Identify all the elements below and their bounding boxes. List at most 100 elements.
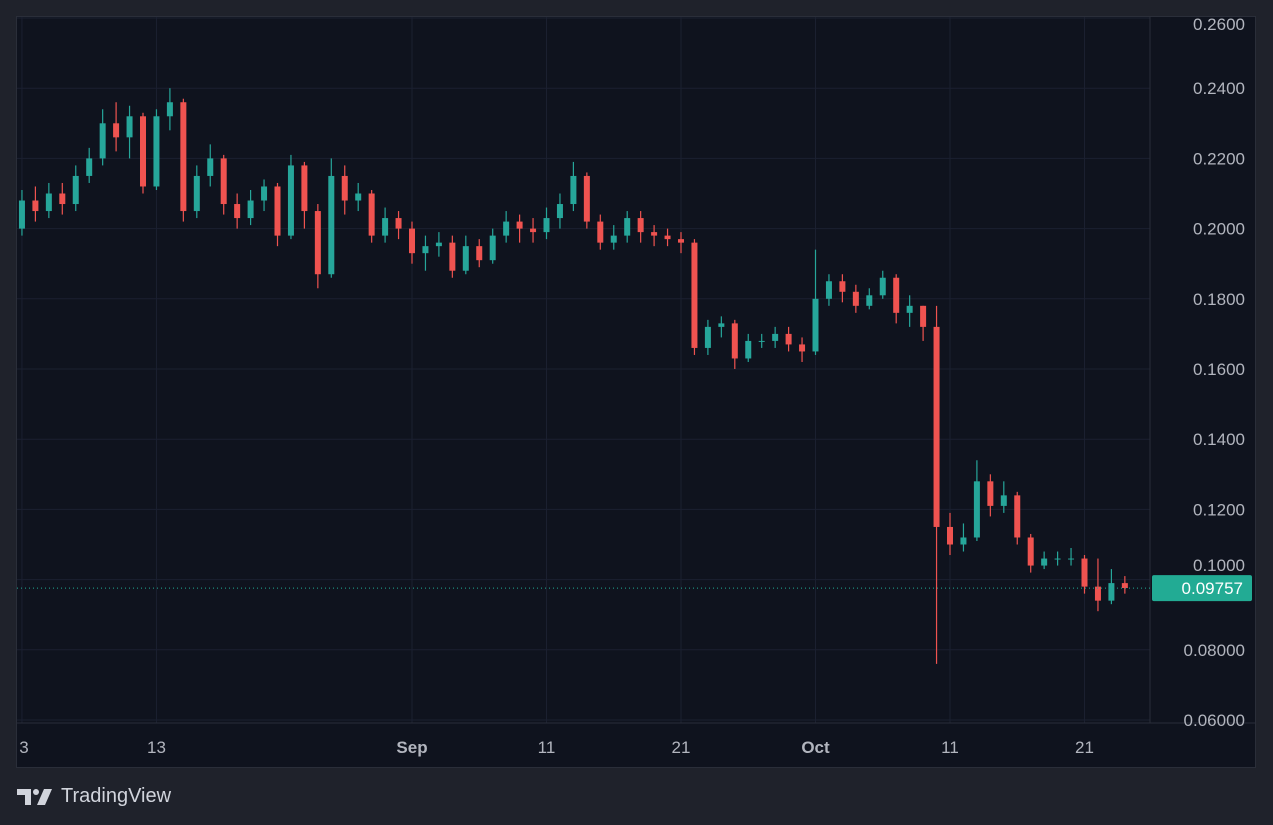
- price-tick-label: 0.2600: [1193, 15, 1245, 34]
- time-tick-label: 3: [19, 738, 28, 757]
- candle-body: [825, 281, 832, 299]
- candle-body: [624, 218, 631, 236]
- candle-body: [758, 340, 765, 342]
- candle-body: [32, 200, 39, 212]
- candle-body: [785, 333, 792, 345]
- candle-body: [462, 246, 469, 271]
- candle-body: [570, 175, 577, 205]
- candle-body: [530, 228, 537, 233]
- candle-body: [449, 242, 456, 271]
- candle-body: [409, 228, 415, 254]
- price-tick-label: 0.2000: [1193, 220, 1245, 239]
- candle-body: [113, 123, 120, 138]
- candle-body: [556, 204, 563, 219]
- time-tick-label: Sep: [396, 738, 427, 757]
- candle-body: [852, 291, 859, 306]
- candle-body: [422, 246, 429, 254]
- price-tick-label: 0.1400: [1193, 430, 1245, 449]
- candle-body: [395, 218, 402, 229]
- candle-body: [368, 193, 375, 236]
- last-price-badge: [1152, 575, 1252, 602]
- candle-body: [1027, 537, 1034, 566]
- candle-body: [906, 305, 913, 313]
- candle-body: [503, 221, 510, 236]
- candle-body: [718, 323, 725, 327]
- candle-body: [59, 193, 66, 205]
- time-axis[interactable]: 3 13 Sep 11 21 Oct 11 21: [19, 738, 1094, 757]
- candle-body: [1094, 586, 1101, 601]
- candle-body: [153, 116, 160, 187]
- candle-body: [193, 175, 200, 212]
- candle-body: [301, 165, 308, 212]
- candle-body: [893, 277, 900, 313]
- candle-body: [691, 242, 698, 348]
- time-tick-label: 11: [538, 738, 556, 757]
- candle-body: [637, 218, 644, 233]
- price-tick-label: 0.2400: [1193, 79, 1245, 98]
- candle-body: [45, 193, 52, 212]
- candle-body: [287, 165, 294, 236]
- candle-body: [1014, 495, 1021, 538]
- price-tick-label: 0.1800: [1193, 290, 1245, 309]
- candle-body: [1054, 558, 1061, 560]
- candle-body: [1068, 558, 1075, 560]
- time-tick-label: 21: [1075, 738, 1094, 757]
- candle-body: [328, 175, 335, 275]
- candle-body: [220, 158, 227, 205]
- candle-body: [987, 481, 994, 506]
- candle-body: [382, 218, 389, 236]
- candle-body: [180, 102, 187, 212]
- candle-body: [341, 175, 348, 201]
- candle-body: [435, 242, 442, 247]
- candle-body: [920, 305, 927, 327]
- price-tick-label: 0.1600: [1193, 360, 1245, 379]
- time-tick-label: Oct: [801, 738, 830, 757]
- candle-body: [234, 204, 241, 219]
- grid: [17, 17, 1150, 723]
- candle-body: [839, 281, 846, 292]
- price-tick-label: 0.2200: [1193, 149, 1245, 168]
- candle-body: [799, 344, 806, 352]
- candle-body: [1000, 495, 1007, 506]
- candle-body: [1081, 558, 1088, 587]
- candle-body: [140, 116, 146, 187]
- candle-body: [879, 277, 886, 296]
- candle-body: [476, 246, 483, 261]
- candle-body: [678, 239, 684, 243]
- candle-body: [772, 333, 779, 341]
- candle-body: [247, 200, 254, 219]
- candle-body: [72, 175, 79, 205]
- last-price-label: 0.09757: [1182, 579, 1243, 598]
- candle-body: [314, 211, 321, 275]
- candle-body: [261, 186, 268, 201]
- candle-body: [18, 200, 25, 229]
- candle-body: [933, 326, 940, 527]
- price-axis[interactable]: 0.06000 0.08000 0.1000 0.1200 0.1400 0.1600 0.…: [1184, 15, 1245, 730]
- candle-body: [960, 537, 967, 545]
- candle-body: [1108, 583, 1115, 601]
- price-tick-label: 0.06000: [1184, 711, 1245, 730]
- candle-body: [543, 218, 550, 233]
- price-tick-label: 0.1200: [1193, 500, 1245, 519]
- candle-body: [1041, 558, 1048, 566]
- price-tick-label: 0.08000: [1184, 641, 1245, 660]
- chart-panel[interactable]: [16, 16, 1256, 768]
- candles: [18, 88, 1128, 664]
- candle-body: [664, 235, 671, 240]
- candle-body: [583, 175, 590, 222]
- tradingview-logo[interactable]: TradingView: [17, 785, 171, 808]
- candle-body: [597, 221, 604, 243]
- candle-body: [86, 158, 93, 176]
- candle-body: [973, 481, 980, 538]
- candle-body: [99, 123, 106, 159]
- candle-body: [1121, 583, 1128, 589]
- time-tick-label: 21: [672, 738, 691, 757]
- time-tick-label: 13: [147, 738, 166, 757]
- candle-body: [166, 102, 173, 117]
- tradingview-logo-text: TradingView: [61, 785, 172, 807]
- candle-body: [610, 235, 617, 243]
- candle-body: [651, 232, 658, 236]
- last-price-marker: 0.09757: [17, 575, 1252, 602]
- candle-body: [207, 158, 214, 176]
